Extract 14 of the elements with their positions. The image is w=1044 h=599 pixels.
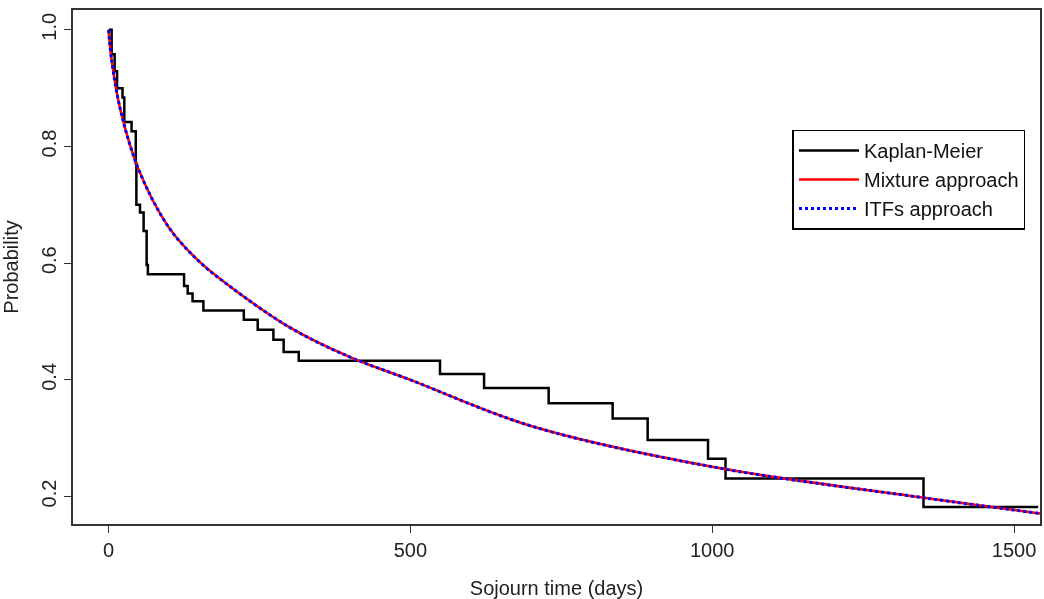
- y-tick-label: 0.6: [38, 246, 61, 275]
- x-tick-label: 1000: [689, 538, 735, 561]
- y-tick-label: 0.4: [38, 362, 61, 391]
- y-tick-label: 0.2: [38, 479, 61, 508]
- x-axis-title: Sojourn time (days): [469, 577, 644, 599]
- x-tick-label: 1500: [991, 538, 1037, 561]
- y-tick-label: 1.0: [38, 12, 61, 41]
- y-tick-label: 0.8: [38, 129, 61, 158]
- y-axis-title: Probability: [0, 220, 22, 314]
- x-tick-label: 500: [393, 538, 428, 561]
- legend-label: ITFs approach: [863, 198, 993, 221]
- legend-label: Kaplan-Meier: [863, 140, 984, 163]
- x-tick-label: 0: [103, 538, 115, 561]
- legend-label: Mixture approach: [863, 169, 1019, 192]
